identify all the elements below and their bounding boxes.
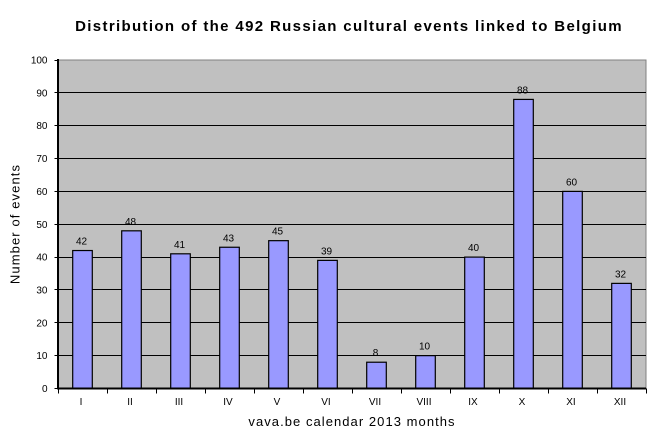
svg-text:32: 32: [615, 269, 627, 280]
svg-text:88: 88: [517, 85, 529, 96]
svg-text:II: II: [127, 397, 133, 408]
svg-text:10: 10: [36, 351, 48, 362]
svg-text:XII: XII: [614, 397, 626, 408]
svg-text:8: 8: [373, 348, 379, 359]
svg-text:XI: XI: [566, 397, 575, 408]
svg-text:VII: VII: [369, 397, 381, 408]
svg-text:0: 0: [42, 384, 48, 395]
svg-text:70: 70: [36, 154, 48, 165]
svg-text:40: 40: [468, 243, 480, 254]
svg-text:50: 50: [36, 220, 48, 231]
svg-text:IV: IV: [223, 397, 233, 408]
svg-text:III: III: [175, 397, 183, 408]
svg-text:90: 90: [36, 88, 48, 99]
svg-text:VIII: VIII: [416, 397, 431, 408]
svg-text:43: 43: [223, 233, 235, 244]
svg-text:60: 60: [566, 177, 578, 188]
svg-text:39: 39: [321, 246, 333, 257]
svg-text:IX: IX: [468, 397, 478, 408]
svg-text:X: X: [519, 397, 526, 408]
svg-text:100: 100: [31, 56, 48, 67]
svg-text:V: V: [274, 397, 281, 408]
svg-text:60: 60: [36, 187, 48, 198]
svg-text:10: 10: [419, 342, 431, 353]
svg-text:30: 30: [36, 285, 48, 296]
svg-text:40: 40: [36, 253, 48, 264]
svg-text:41: 41: [174, 240, 186, 251]
svg-text:45: 45: [272, 227, 284, 238]
svg-text:VI: VI: [321, 397, 330, 408]
svg-text:48: 48: [125, 217, 137, 228]
svg-text:80: 80: [36, 121, 48, 132]
svg-text:20: 20: [36, 318, 48, 329]
svg-text:42: 42: [76, 237, 88, 248]
svg-text:I: I: [80, 397, 83, 408]
